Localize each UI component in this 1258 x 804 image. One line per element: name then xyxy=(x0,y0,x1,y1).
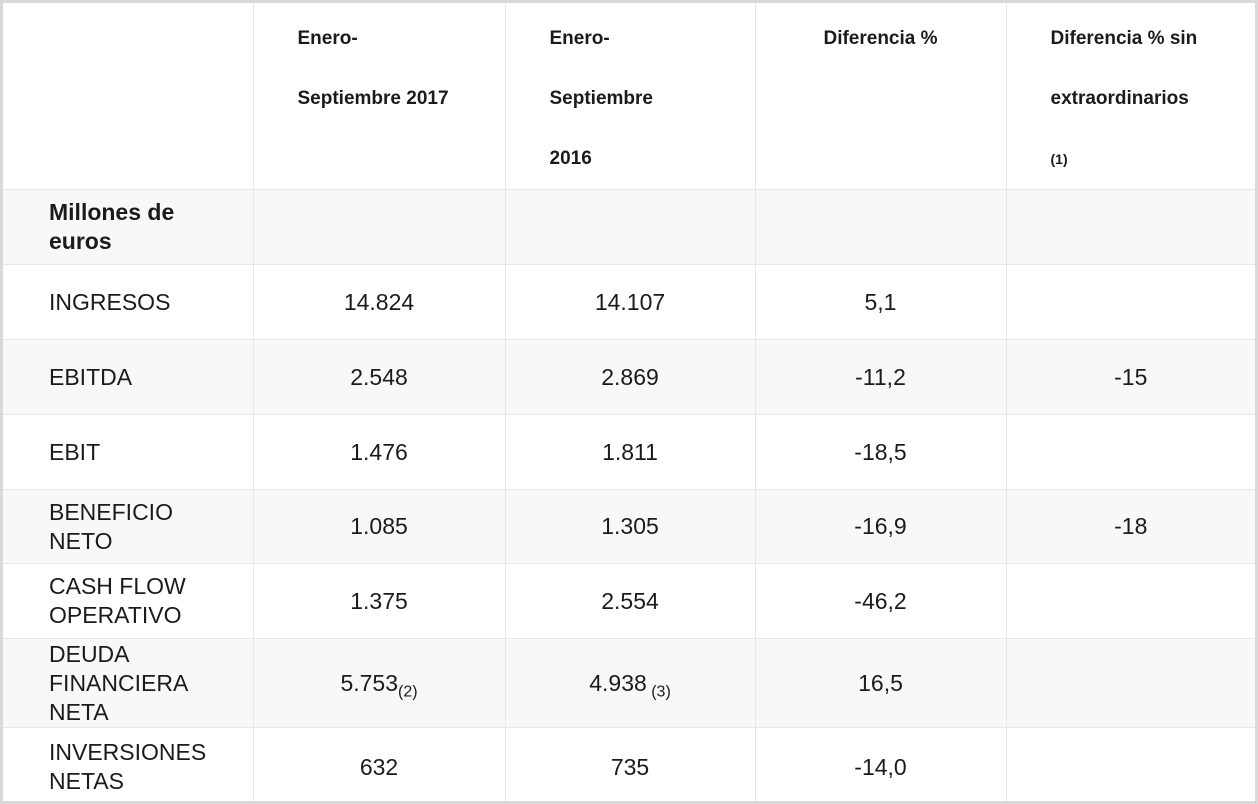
inversiones-diferencia-sin xyxy=(1006,728,1255,802)
unit-label: Millones de euros xyxy=(3,189,254,265)
financial-results-table: Enero- Septiembre 2017 Enero- Septiembre… xyxy=(3,3,1255,802)
header-cell-diferencia-pct: Diferencia % xyxy=(755,3,1007,190)
header-cell-enero-septiembre-2017: Enero- Septiembre 2017 xyxy=(253,3,506,190)
row-label: CASH FLOW OPERATIVO xyxy=(3,563,254,639)
deuda-diferencia-sin xyxy=(1006,638,1255,728)
ebitda-diferencia: -11,2 xyxy=(755,339,1007,415)
empty-cell xyxy=(755,189,1007,265)
header-line: Diferencia % sin xyxy=(1050,28,1198,49)
deuda-2017-value: 5.753 xyxy=(340,669,398,696)
inversiones-2017: 632 xyxy=(253,727,506,801)
header-line: 2016 xyxy=(549,148,592,169)
row-ebit: EBIT 1.476 1.811 -18,5 xyxy=(3,414,1255,490)
ebitda-diferencia-sin: -15 xyxy=(1006,339,1255,415)
empty-cell xyxy=(505,189,756,265)
footnote-marker-2: (2) xyxy=(398,683,418,701)
deuda-2017: 5.753(2) xyxy=(253,638,506,728)
row-label: BENEFICIO NETO xyxy=(3,489,254,564)
ingresos-2017: 14.824 xyxy=(253,264,506,340)
row-ebitda: EBITDA 2.548 2.869 -11,2 -15 xyxy=(3,339,1255,415)
row-cash-flow-operativo: CASH FLOW OPERATIVO 1.375 2.554 -46,2 xyxy=(3,563,1255,639)
inversiones-2016: 735 xyxy=(505,727,756,801)
row-label: INVERSIONES NETAS xyxy=(3,727,254,801)
row-beneficio-neto: BENEFICIO NETO 1.085 1.305 -16,9 -18 xyxy=(3,489,1255,564)
ebit-diferencia-sin xyxy=(1006,414,1255,490)
beneficio-neto-diferencia-sin: -18 xyxy=(1006,489,1255,564)
header-cell-concepto xyxy=(3,3,254,190)
ingresos-diferencia: 5,1 xyxy=(755,264,1007,340)
ebit-2016: 1.811 xyxy=(505,414,756,490)
beneficio-neto-2016: 1.305 xyxy=(505,489,756,564)
header-cell-diferencia-pct-sin-extraordinarios: Diferencia % sin extraordinarios (1) xyxy=(1006,3,1255,190)
ingresos-2016: 14.107 xyxy=(505,264,756,340)
row-deuda-financiera-neta: DEUDA FINANCIERA NETA 5.753(2) 4.938 (3)… xyxy=(3,638,1255,728)
header-line: extraordinarios xyxy=(1050,88,1189,109)
row-label: EBIT xyxy=(3,414,254,490)
row-millones-de-euros: Millones de euros xyxy=(3,189,1255,265)
empty-cell xyxy=(253,189,506,265)
header-line: Diferencia % xyxy=(823,28,938,49)
deuda-2016: 4.938 (3) xyxy=(505,638,756,728)
row-ingresos: INGRESOS 14.824 14.107 5,1 xyxy=(3,264,1255,340)
ebitda-2016: 2.869 xyxy=(505,339,756,415)
cash-flow-2017: 1.375 xyxy=(253,563,506,639)
empty-cell xyxy=(1006,189,1255,265)
beneficio-neto-2017: 1.085 xyxy=(253,489,506,564)
row-label: INGRESOS xyxy=(3,264,254,340)
row-label: DEUDA FINANCIERA NETA xyxy=(3,638,254,728)
header-cell-enero-septiembre-2016: Enero- Septiembre 2016 xyxy=(505,3,756,190)
deuda-diferencia: 16,5 xyxy=(755,638,1007,728)
beneficio-neto-diferencia: -16,9 xyxy=(755,489,1007,564)
deuda-2016-value: 4.938 xyxy=(589,669,647,696)
cash-flow-2016: 2.554 xyxy=(505,563,756,639)
cash-flow-diferencia: -46,2 xyxy=(755,563,1007,639)
header-line: Enero- xyxy=(549,28,610,49)
table-header-row: Enero- Septiembre 2017 Enero- Septiembre… xyxy=(3,3,1255,190)
header-line: Enero- xyxy=(297,28,358,49)
header-line: Septiembre 2017 xyxy=(297,88,449,109)
header-line: Septiembre xyxy=(549,88,653,109)
ingresos-diferencia-sin xyxy=(1006,264,1255,340)
row-label: EBITDA xyxy=(3,339,254,415)
inversiones-diferencia: -14,0 xyxy=(755,727,1007,801)
row-inversiones-netas: INVERSIONES NETAS 632 735 -14,0 xyxy=(3,727,1255,802)
ebit-diferencia: -18,5 xyxy=(755,414,1007,490)
footnote-marker-3: (3) xyxy=(646,683,671,701)
ebitda-2017: 2.548 xyxy=(253,339,506,415)
cash-flow-diferencia-sin xyxy=(1006,563,1255,639)
ebit-2017: 1.476 xyxy=(253,414,506,490)
header-footnote-marker: (1) xyxy=(1050,151,1068,167)
